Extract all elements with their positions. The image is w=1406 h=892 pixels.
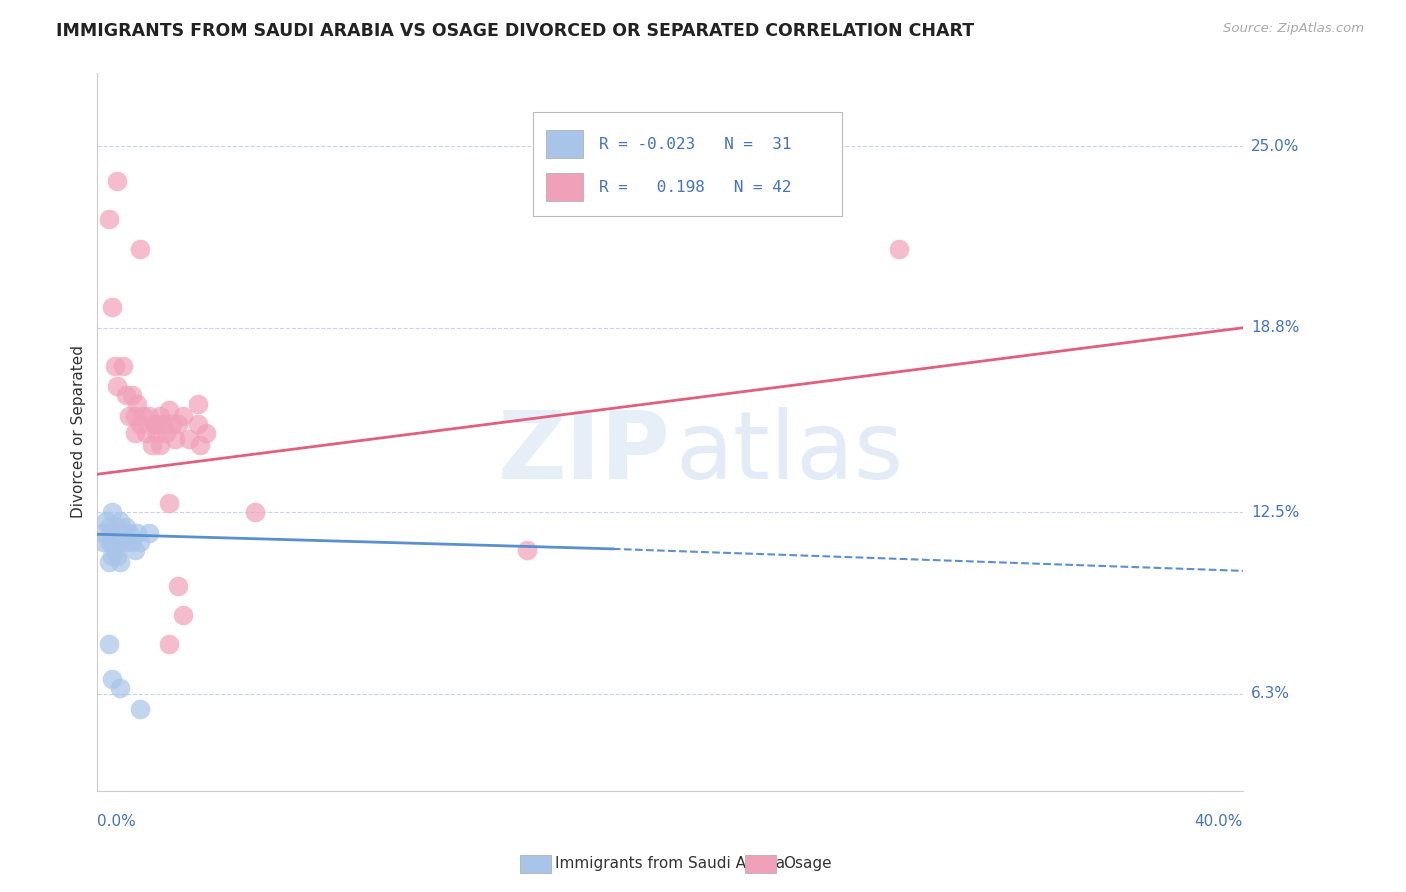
Point: [172, 409, 194, 423]
Point: [243, 505, 266, 519]
Point: [124, 409, 146, 423]
Point: [166, 578, 188, 592]
Text: Osage: Osage: [783, 856, 832, 871]
Text: 12.5%: 12.5%: [1251, 505, 1299, 520]
Point: [138, 525, 160, 540]
Point: [129, 242, 152, 256]
Point: [118, 409, 141, 423]
Point: [143, 417, 166, 432]
Point: [163, 432, 186, 446]
Point: [97, 555, 120, 569]
Point: [91, 534, 114, 549]
Point: [110, 514, 132, 528]
Point: [118, 525, 141, 540]
Point: [91, 525, 114, 540]
Point: [135, 426, 157, 441]
Text: Source: ZipAtlas.com: Source: ZipAtlas.com: [1223, 22, 1364, 36]
Point: [121, 534, 143, 549]
Point: [115, 534, 138, 549]
FancyBboxPatch shape: [547, 130, 583, 158]
Point: [129, 417, 152, 432]
Point: [97, 534, 120, 549]
Text: 25.0%: 25.0%: [1251, 138, 1299, 153]
Point: [115, 520, 138, 534]
Point: [127, 397, 149, 411]
Point: [157, 637, 180, 651]
Point: [155, 426, 177, 441]
Point: [172, 607, 194, 622]
Point: [100, 300, 122, 314]
Point: [100, 525, 122, 540]
Point: [152, 417, 174, 432]
Point: [124, 426, 146, 441]
Point: [129, 534, 152, 549]
Point: [105, 379, 128, 393]
Point: [105, 534, 128, 549]
Point: [143, 417, 166, 432]
Text: 18.8%: 18.8%: [1251, 320, 1299, 335]
FancyBboxPatch shape: [533, 112, 842, 217]
Point: [103, 525, 125, 540]
Point: [94, 514, 117, 528]
Point: [166, 417, 188, 432]
Y-axis label: Divorced or Separated: Divorced or Separated: [72, 345, 86, 518]
Text: 6.3%: 6.3%: [1251, 686, 1291, 701]
Point: [187, 417, 209, 432]
Point: [190, 438, 212, 452]
Point: [516, 543, 538, 558]
Point: [103, 359, 125, 373]
Point: [157, 402, 180, 417]
Point: [115, 388, 138, 402]
Point: [100, 672, 122, 686]
Point: [124, 543, 146, 558]
Point: [138, 409, 160, 423]
Point: [157, 496, 180, 510]
Point: [889, 242, 911, 256]
Text: atlas: atlas: [676, 408, 904, 500]
Text: 40.0%: 40.0%: [1195, 814, 1243, 829]
Point: [146, 426, 169, 441]
Point: [132, 409, 155, 423]
Point: [121, 388, 143, 402]
Point: [100, 549, 122, 564]
Point: [127, 525, 149, 540]
Text: IMMIGRANTS FROM SAUDI ARABIA VS OSAGE DIVORCED OR SEPARATED CORRELATION CHART: IMMIGRANTS FROM SAUDI ARABIA VS OSAGE DI…: [56, 22, 974, 40]
Point: [149, 409, 172, 423]
Point: [97, 637, 120, 651]
Text: 0.0%: 0.0%: [97, 814, 136, 829]
Text: ZIP: ZIP: [498, 408, 671, 500]
Text: R = -0.023   N =  31: R = -0.023 N = 31: [599, 136, 792, 152]
Point: [110, 534, 132, 549]
Point: [112, 359, 135, 373]
FancyBboxPatch shape: [547, 173, 583, 201]
Point: [112, 525, 135, 540]
Point: [105, 174, 128, 188]
Point: [187, 397, 209, 411]
Point: [141, 438, 163, 452]
Text: Immigrants from Saudi Arabia: Immigrants from Saudi Arabia: [555, 856, 786, 871]
Point: [110, 555, 132, 569]
Point: [105, 520, 128, 534]
Point: [129, 701, 152, 715]
Point: [177, 432, 200, 446]
Point: [100, 534, 122, 549]
Point: [105, 549, 128, 564]
Point: [149, 438, 172, 452]
Point: [103, 543, 125, 558]
Point: [100, 505, 122, 519]
Text: R =   0.198   N = 42: R = 0.198 N = 42: [599, 179, 792, 194]
Point: [195, 426, 218, 441]
Point: [97, 520, 120, 534]
Point: [110, 681, 132, 695]
Point: [97, 212, 120, 227]
Point: [160, 417, 183, 432]
